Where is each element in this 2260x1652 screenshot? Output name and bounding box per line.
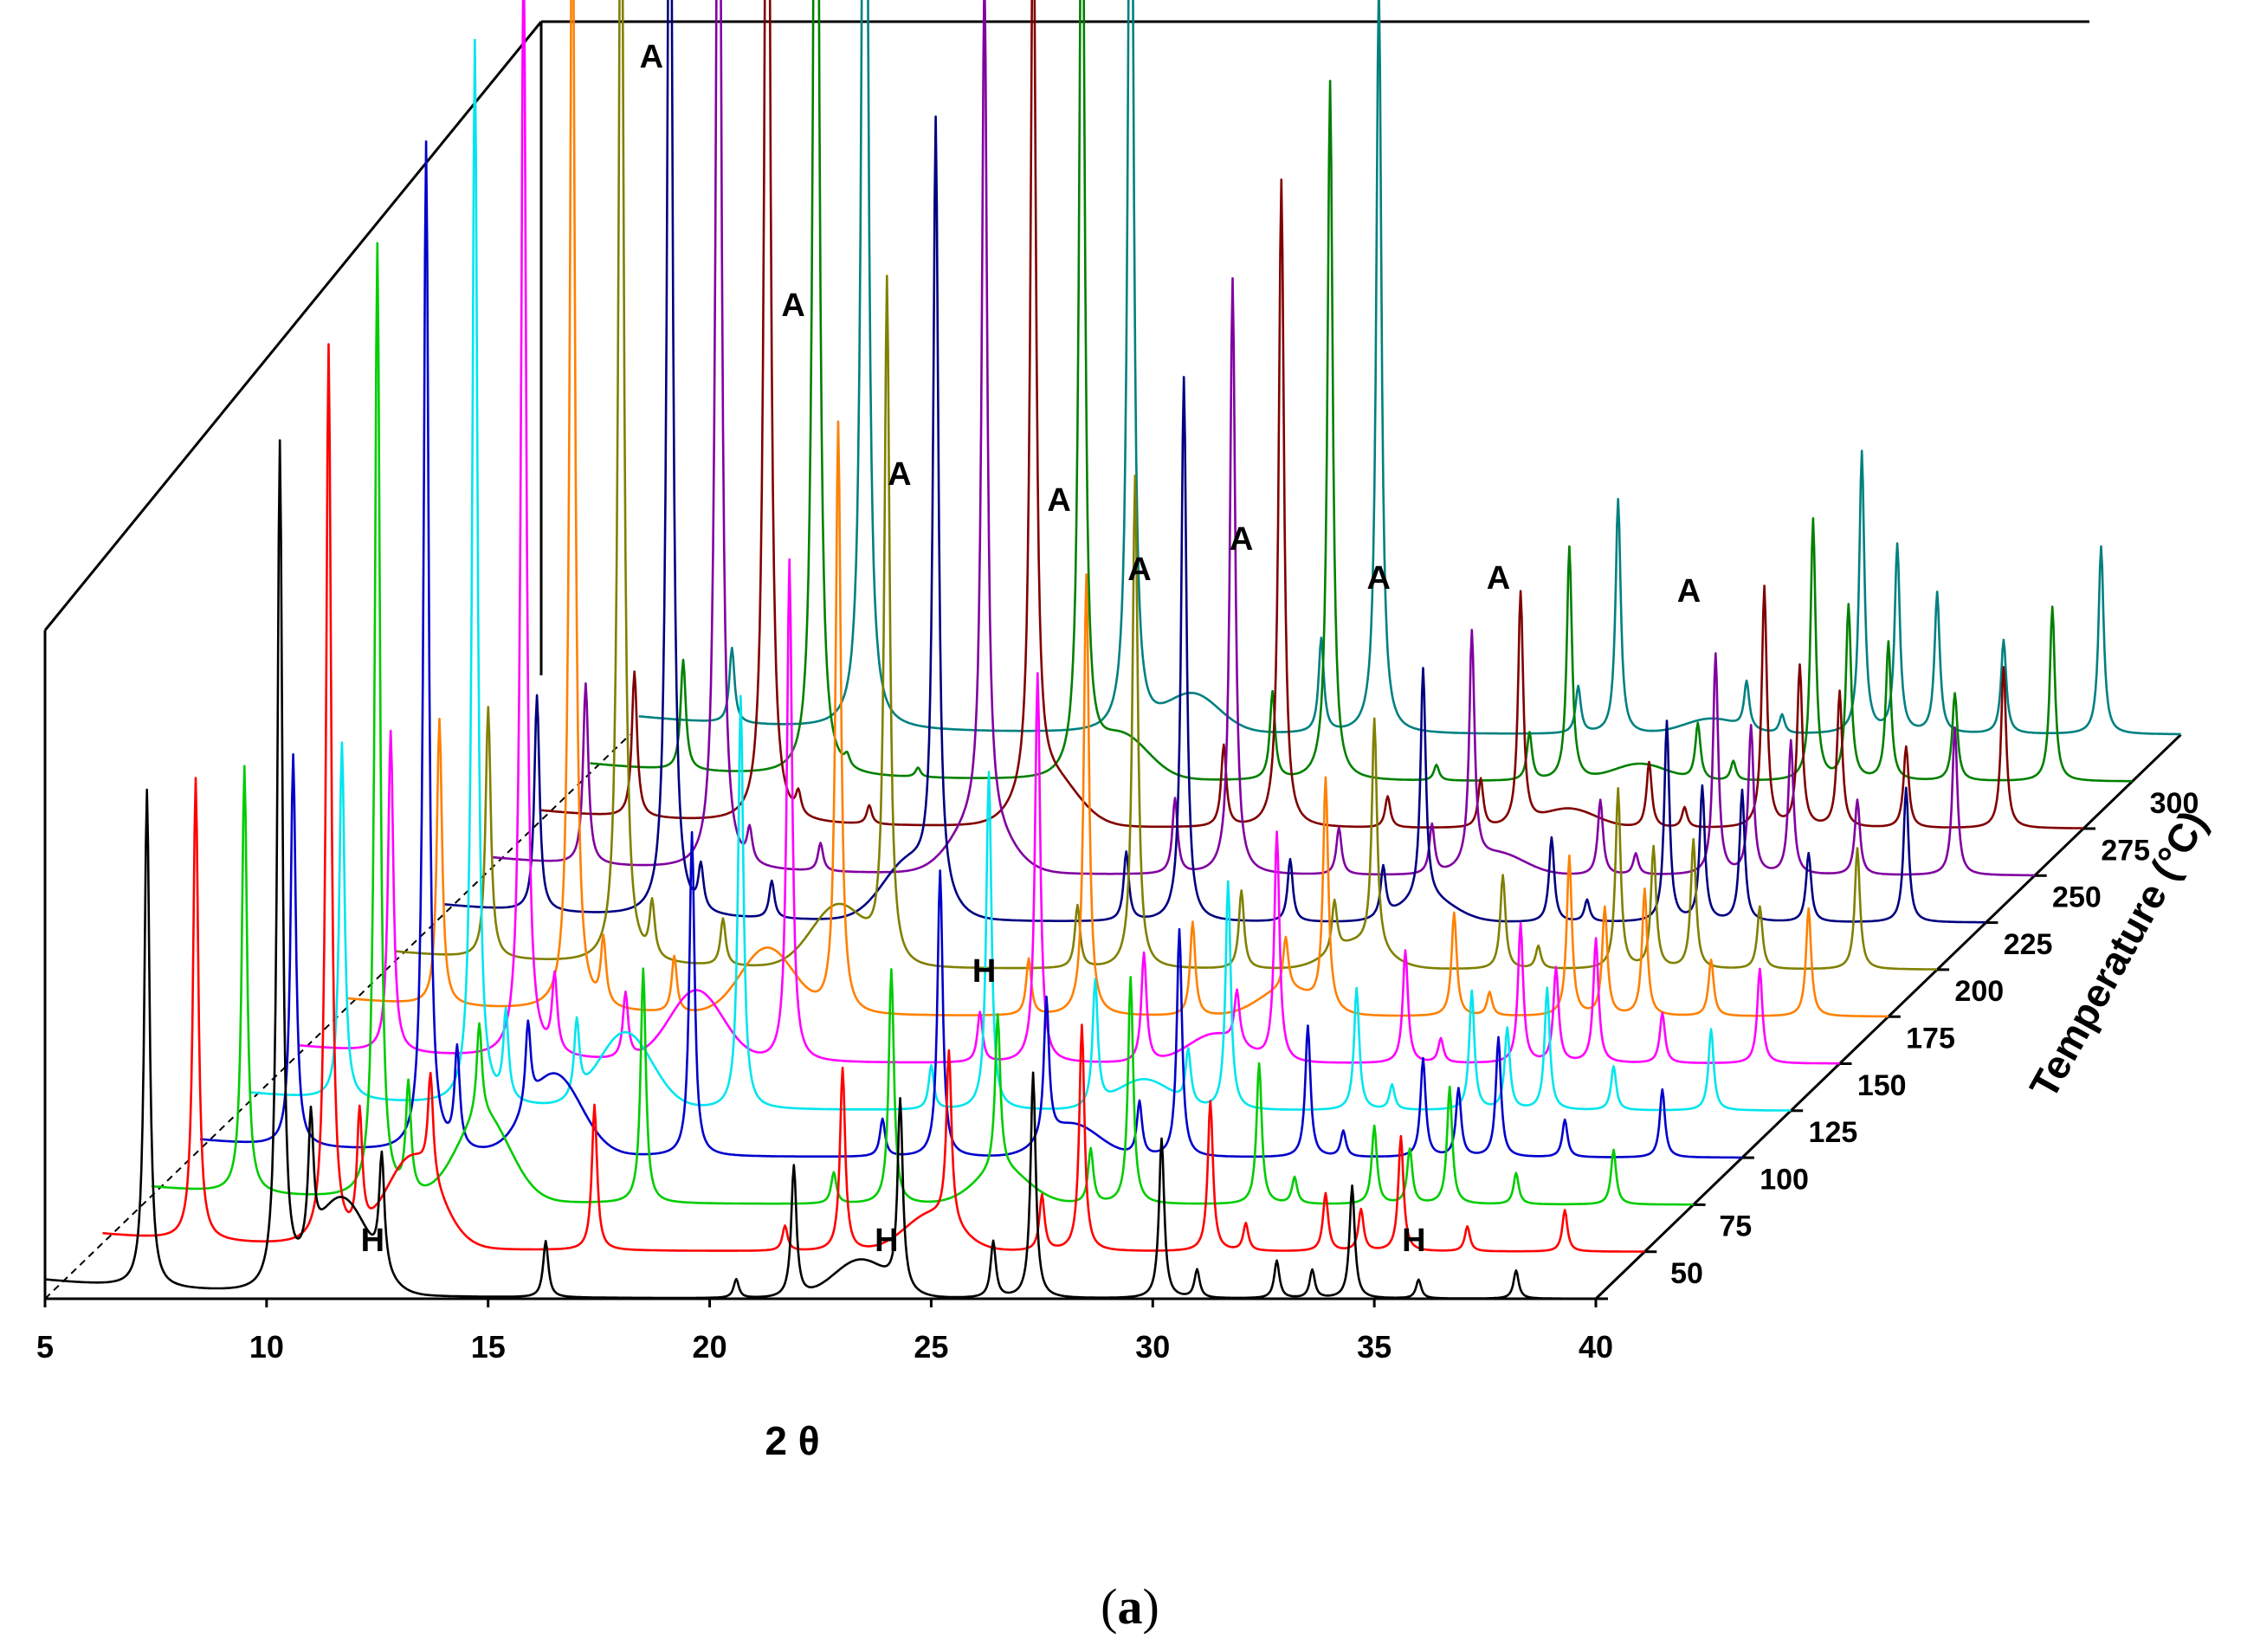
temperature-tick-label: 100	[1760, 1163, 1809, 1196]
trace-300c	[638, 0, 2181, 736]
x-tick-label: 40	[1579, 1329, 1613, 1365]
temperature-tick-label: 75	[1719, 1210, 1752, 1243]
temperature-tick-label: 250	[2052, 881, 2102, 914]
x-axis-title: 2 θ	[765, 1418, 819, 1463]
trace-300b	[590, 0, 2133, 783]
x-tick-label: 10	[249, 1329, 284, 1365]
axes-frame	[43, 20, 2182, 1307]
phase-label-A: A	[781, 287, 804, 324]
phase-label-H: H	[972, 953, 996, 990]
phase-label-A: A	[888, 456, 911, 493]
temperature-tick-label: 125	[1809, 1116, 1858, 1149]
frame-diagonal	[43, 21, 543, 631]
phase-label-A: A	[640, 39, 663, 75]
phase-label-H: H	[1402, 1223, 1425, 1259]
phase-label-H: H	[875, 1223, 898, 1259]
trace-50	[44, 439, 1596, 1300]
phase-label-A: A	[1047, 482, 1070, 519]
phase-label-A: A	[1367, 560, 1391, 597]
phase-label-A: A	[1230, 521, 1253, 558]
peak-annotations: A A A A A A A A A H H H H	[361, 39, 1701, 1259]
temperature-tick-label: 150	[1857, 1069, 1907, 1102]
x-tick-label: 5	[36, 1329, 54, 1365]
caption-open: (	[1101, 1578, 1117, 1635]
x-tick-label: 20	[693, 1329, 727, 1365]
temperature-tick-label: 225	[2004, 928, 2053, 961]
temperature-tick-label: 300	[2150, 787, 2199, 820]
trace-200	[345, 0, 1889, 1018]
figure-caption: (a)	[1101, 1578, 1159, 1635]
temperature-tick-label: 275	[2101, 834, 2150, 867]
phase-label-A: A	[1487, 560, 1510, 597]
data-traces	[44, 0, 2181, 1300]
trace-125	[200, 140, 1742, 1159]
phase-label-H: H	[361, 1223, 384, 1259]
caption-close: )	[1143, 1578, 1159, 1635]
trace-175	[297, 0, 1840, 1065]
temperature-tick-label: 50	[1670, 1257, 1703, 1290]
x-tick-label: 30	[1135, 1329, 1170, 1365]
depth-guide	[44, 733, 631, 1300]
trace-100	[151, 242, 1694, 1206]
trace-300	[541, 0, 2083, 829]
x-tick-label: 35	[1357, 1329, 1392, 1365]
trace-75	[102, 343, 1645, 1253]
trace-225	[395, 0, 1938, 971]
temperature-tick-label: 175	[1906, 1023, 1955, 1055]
trace-250	[443, 0, 1986, 924]
x-tick-label: 25	[914, 1329, 948, 1365]
phase-label-A: A	[1677, 573, 1701, 610]
phase-label-A: A	[1127, 552, 1151, 588]
trace-275	[492, 0, 2035, 877]
temperature-tick-label: 200	[1954, 975, 2004, 1008]
x-tick-label: 15	[471, 1329, 506, 1365]
caption-letter: a	[1118, 1578, 1143, 1635]
trace-150	[249, 38, 1792, 1112]
